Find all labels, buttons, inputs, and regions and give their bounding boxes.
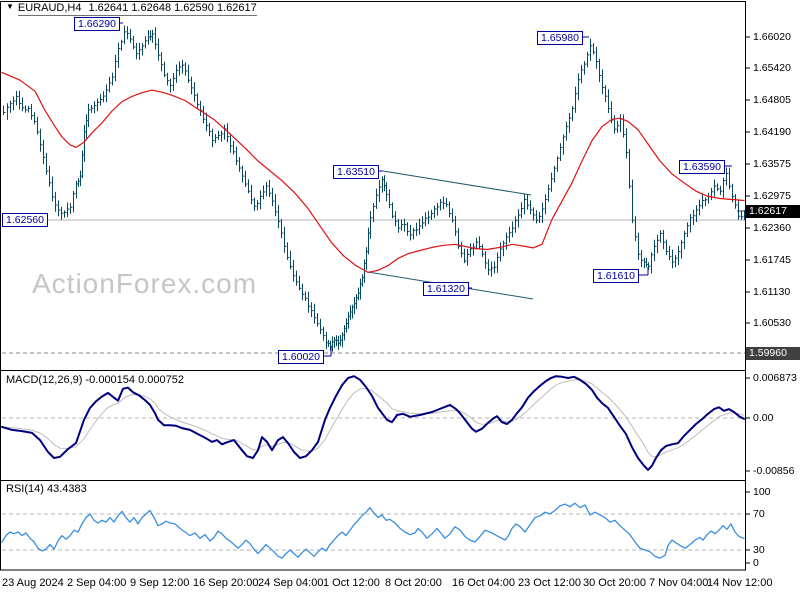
macd-signal-line [1, 379, 745, 458]
date-axis-label: 1 Oct 12:00 [323, 577, 380, 589]
rsi-axis-label: 70 [753, 508, 765, 520]
macd-indicator-header: MACD(12,26,9) -0.000154 0.000752 [6, 374, 184, 386]
price-annotation[interactable]: 1.66290 [74, 17, 120, 31]
ohlc-values: 1.62641 1.62648 1.62590 1.62617 [88, 2, 257, 14]
date-axis-label: 16 Oct 04:00 [452, 577, 515, 589]
macd-axis-label: -0.00856 [753, 465, 795, 477]
macd-values: -0.000154 0.000752 [85, 374, 184, 386]
trendline [382, 170, 532, 196]
price-axis-label: 1.64805 [753, 94, 791, 106]
date-axis-label: 9 Sep 12:00 [130, 577, 190, 589]
price-axis-label: 1.62360 [753, 222, 791, 234]
symbol-dropdown-caret-icon[interactable]: ▼ [6, 2, 14, 11]
rsi-axis-label: 30 [753, 544, 765, 556]
date-axis-label: 2 Sep 04:00 [67, 577, 127, 589]
rsi-axis-label: 100 [753, 486, 771, 498]
date-axis-label: 30 Oct 20:00 [583, 577, 646, 589]
date-axis-label: 14 Nov 12:00 [707, 577, 773, 589]
price-annotation[interactable]: 1.61610 [593, 269, 639, 283]
support-price-label: 1.59960 [746, 347, 800, 360]
price-annotation[interactable]: 1.60020 [278, 350, 324, 364]
date-axis-label: 16 Sep 20:00 [193, 577, 259, 589]
price-axis-label: 1.63575 [753, 158, 791, 170]
date-axis-label: 23 Aug 2024 [2, 577, 64, 589]
price-axis-label: 1.65420 [753, 62, 791, 74]
panel-border [0, 1, 746, 571]
date-axis-label: 8 Oct 20:00 [385, 577, 442, 589]
price-annotation[interactable]: 1.61320 [423, 282, 469, 296]
rsi-value: 43.4383 [46, 483, 87, 495]
price-axis-label: 1.61745 [753, 254, 791, 266]
price-annotation[interactable]: 1.63510 [333, 165, 379, 179]
price-annotation[interactable]: 1.65980 [537, 31, 583, 45]
rsi-label: RSI(14) [6, 483, 44, 495]
price-axis-label: 1.62975 [753, 190, 791, 202]
actionforex-watermark: ActionForex.com [32, 268, 258, 299]
symbol-title: EURAUD,H4 [17, 2, 82, 14]
price-axis-label: 1.61130 [753, 286, 791, 298]
macd-axis-label: 0.006873 [753, 372, 797, 384]
price-axis-label: 1.64190 [753, 126, 791, 138]
price-axis-label: 1.60530 [753, 317, 791, 329]
date-axis-label: 7 Nov 04:00 [649, 577, 709, 589]
symbol-header: ▼ EURAUD,H4 1.62641 1.62648 1.62590 1.6261… [6, 2, 257, 16]
date-axis-label: 23 Oct 12:00 [518, 577, 581, 589]
date-axis-label: 24 Sep 04:00 [258, 577, 324, 589]
current-price-label: 1.62617 [746, 205, 800, 218]
price-annotation[interactable]: 1.63590 [679, 160, 725, 174]
macd-line [1, 375, 745, 471]
price-annotation[interactable]: 1.62560 [2, 213, 48, 227]
rsi-indicator-header: RSI(14) 43.4383 [6, 483, 87, 495]
moving-average-line [1, 71, 745, 273]
rsi-line [1, 502, 745, 559]
price-axis-label: 1.66020 [753, 31, 791, 43]
macd-label: MACD(12,26,9) [6, 374, 83, 386]
rsi-axis-label: 0 [753, 557, 759, 569]
macd-axis-label: 0.00 [753, 412, 774, 424]
